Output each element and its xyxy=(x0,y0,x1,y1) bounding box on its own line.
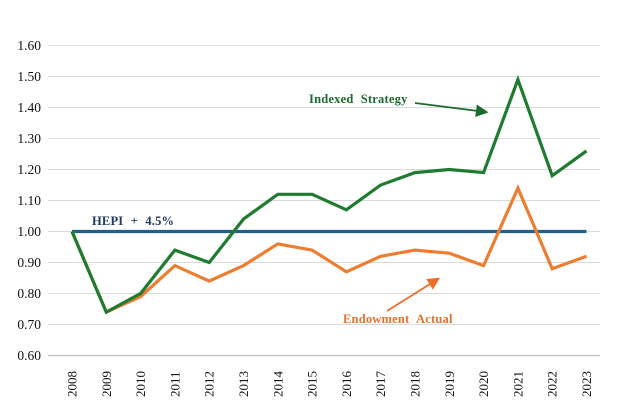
x-tick-label: 2010 xyxy=(133,371,148,397)
y-tick-label: 1.50 xyxy=(17,69,41,84)
y-tick-label: 1.40 xyxy=(17,100,41,115)
x-tick-label: 2023 xyxy=(579,371,594,397)
x-tick-label: 2009 xyxy=(99,371,114,397)
x-tick-label: 2022 xyxy=(545,371,560,397)
endowment-actual-arrow-icon xyxy=(386,277,441,312)
y-tick-label: 0.60 xyxy=(17,348,41,363)
x-tick-label: 2017 xyxy=(373,371,388,398)
y-tick-label: 0.80 xyxy=(17,286,41,301)
y-tick-label: 0.70 xyxy=(17,317,41,332)
x-tick-label: 2013 xyxy=(236,371,251,397)
series-line-indexed-strategy xyxy=(70,74,588,315)
series-line-endowment-actual xyxy=(70,184,588,315)
x-tick-label: 2021 xyxy=(510,371,525,397)
x-tick-label: 2020 xyxy=(476,371,491,397)
y-tick-label: 1.10 xyxy=(17,193,41,208)
y-tick-label: 1.30 xyxy=(17,131,41,146)
x-tick-label: 2019 xyxy=(442,371,457,397)
y-tick-label: 0.90 xyxy=(17,255,41,270)
x-tick-label: 2008 xyxy=(65,371,80,397)
series-label-hepi: HEPI + 4.5% xyxy=(92,214,175,228)
x-tick-label: 2015 xyxy=(305,371,320,397)
x-tick-label: 2011 xyxy=(167,371,182,397)
series-label-endowment-actual: Endowment Actual xyxy=(343,312,453,326)
x-tick-label: 2018 xyxy=(408,371,423,397)
y-tick-label: 1.00 xyxy=(17,224,41,239)
x-tick-label: 2012 xyxy=(202,371,217,397)
series-label-indexed-strategy: Indexed Strategy xyxy=(309,92,408,106)
x-tick-label: 2014 xyxy=(270,371,285,398)
indexed-strategy-arrow-icon xyxy=(414,102,489,117)
y-tick-label: 1.60 xyxy=(17,38,41,53)
x-tick-label: 2016 xyxy=(339,371,354,398)
y-tick-label: 1.20 xyxy=(17,162,41,177)
